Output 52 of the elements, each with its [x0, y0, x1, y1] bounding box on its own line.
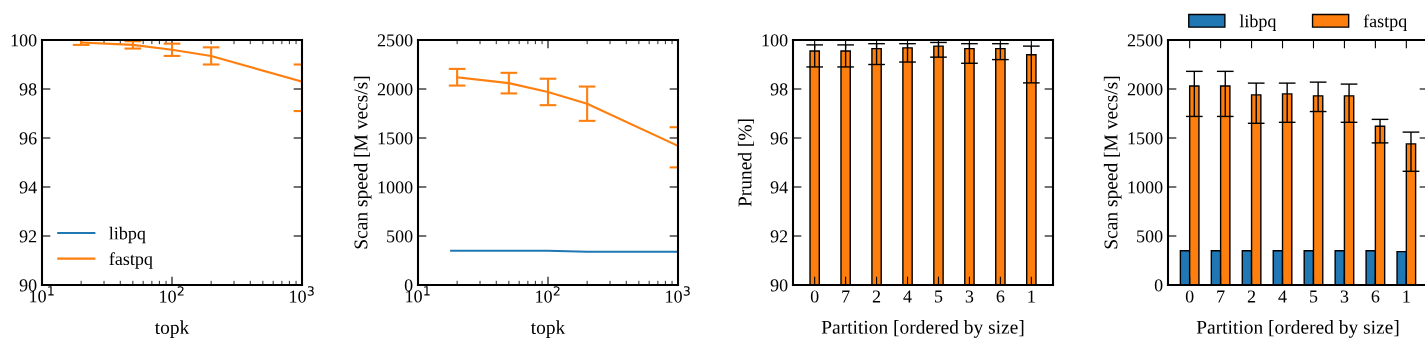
x-tick-label: 3	[965, 290, 974, 303]
x-tick-label: 1	[1403, 290, 1410, 303]
y-tick-label: 1000	[378, 181, 413, 194]
y-tick-label: 500	[1137, 230, 1163, 243]
y-tick-label: 2500	[377, 34, 413, 47]
x-tick-label: 1	[1028, 290, 1035, 303]
x-tick-label: 0	[1185, 290, 1194, 303]
y-tick-label: 1500	[378, 132, 413, 145]
x-tick-label: 5	[1310, 290, 1318, 303]
y-axis-title: Scan speed [M vecs/s]	[1103, 76, 1122, 249]
y-tick-label: 100	[11, 34, 37, 47]
y-tick-label: 1500	[1128, 132, 1163, 145]
x-tick-label: 7	[1217, 290, 1225, 303]
x-tick-label: 7	[842, 290, 850, 303]
y-axis-title: Pruned [%]	[737, 119, 754, 207]
y-tick-label: 500	[387, 230, 413, 243]
x-tick-label: 4	[903, 290, 912, 303]
x-axis-title: topk	[530, 320, 566, 338]
x-tick-label: 6	[1371, 290, 1380, 303]
x-tick-label: 3	[1340, 290, 1349, 303]
y-tick-label: 94	[770, 181, 788, 194]
x-tick-label: 10$^{2}$	[536, 286, 560, 303]
y-tick-label: 92	[19, 230, 37, 243]
y-tick-label: 2000	[377, 83, 413, 96]
x-tick-label: 10$^{3}$	[290, 286, 314, 303]
x-axis-title: Partition [ordered by size]	[1196, 320, 1399, 338]
legend-label: fastpq	[109, 252, 153, 269]
y-tick-label: 1000	[1128, 181, 1163, 194]
y-tick-label: 90	[770, 279, 788, 292]
x-tick-label: 2	[872, 290, 881, 303]
x-tick-label: 0	[810, 290, 819, 303]
y-tick-label: 98	[770, 83, 788, 96]
x-axis-title: topk	[154, 320, 190, 338]
y-tick-label: 2000	[1127, 83, 1163, 96]
legend-label: fastpq	[1363, 14, 1407, 31]
y-tick-label: 100	[762, 34, 788, 47]
x-tick-label: 10$^{2}$	[160, 286, 184, 303]
x-tick-label: 5	[935, 290, 943, 303]
x-axis-title: Partition [ordered by size]	[821, 320, 1024, 338]
y-tick-label: 2500	[1127, 34, 1163, 47]
legend-label: libpq	[109, 226, 146, 244]
x-tick-label: 6	[996, 290, 1005, 303]
y-axis-title: Scan speed [M vecs/s]	[353, 76, 372, 249]
y-tick-label: 92	[770, 230, 788, 243]
x-tick-label: 2	[1247, 290, 1256, 303]
x-tick-label: 10$^{3}$	[666, 286, 690, 303]
y-tick-label: 98	[19, 83, 37, 96]
y-tick-label: 94	[19, 181, 37, 194]
y-tick-label: 96	[19, 132, 37, 145]
y-tick-label: 96	[770, 132, 788, 145]
x-tick-label: 4	[1278, 290, 1287, 303]
legend-label: libpq	[1239, 14, 1277, 31]
